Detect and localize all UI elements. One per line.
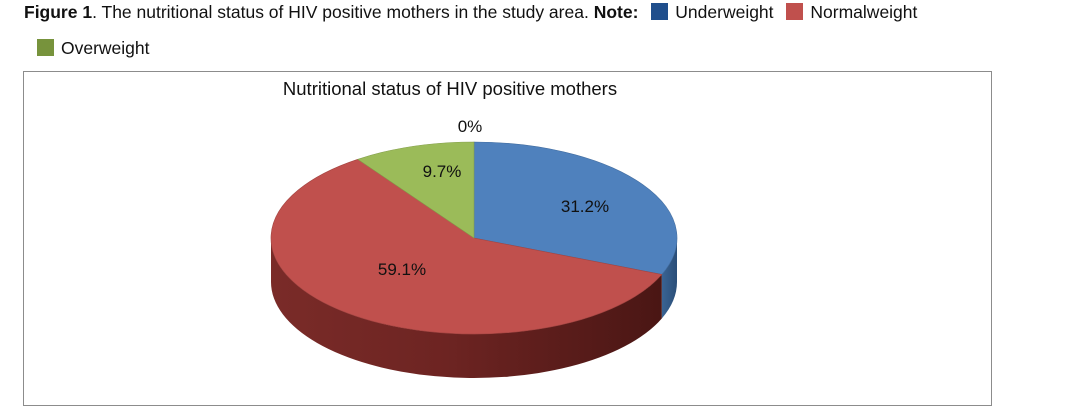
- pie-side-underweight: [661, 238, 677, 319]
- chart-title: Nutritional status of HIV positive mothe…: [283, 78, 617, 99]
- legend-swatch-normalweight: [786, 3, 804, 20]
- pie-slice-normalweight: [270, 158, 663, 335]
- data-label-zero: 0%: [458, 117, 483, 136]
- caption-text: The nutritional status of HIV positive m…: [96, 2, 594, 22]
- data-label-overweight: 9.7%: [423, 162, 462, 181]
- legend-swatch-underweight: [651, 3, 669, 20]
- legend-label-normalweight: Normalweight: [810, 2, 918, 22]
- legend-entry-underweight: Underweight: [651, 2, 774, 22]
- figure-caption: Figure 1. The nutritional status of HIV …: [24, 1, 1084, 23]
- legend-swatch-overweight: [37, 39, 54, 56]
- data-label-underweight: 31.2%: [561, 197, 609, 216]
- figure-label: Figure 1: [24, 2, 93, 22]
- pie-side-normalweight: [271, 238, 662, 379]
- legend-entry-overweight: Overweight: [37, 37, 150, 59]
- legend-label-underweight: Underweight: [675, 2, 774, 22]
- legend-label-overweight: Overweight: [61, 38, 150, 58]
- pie-slice-underweight: [473, 141, 678, 275]
- note-label: Note:: [593, 2, 639, 22]
- legend-entry-normalweight: Normalweight: [786, 2, 917, 22]
- data-label-normalweight: 59.1%: [378, 260, 426, 279]
- caption-separator: .: [92, 2, 97, 22]
- pie-slice-overweight: [357, 141, 475, 239]
